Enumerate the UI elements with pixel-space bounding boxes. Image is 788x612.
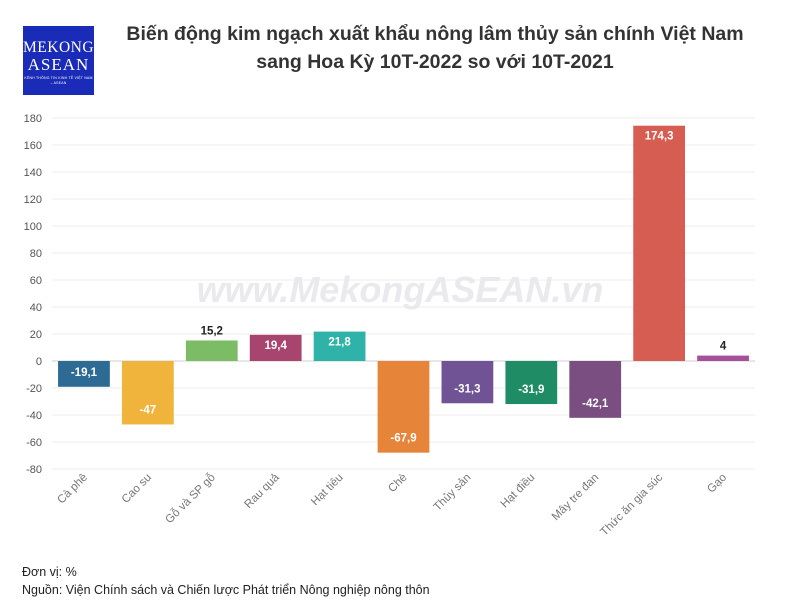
mekongasean-logo: MEKONG ASEAN KÊNH THÔNG TIN KINH TẾ VIỆT… — [23, 26, 94, 95]
logo-line2: ASEAN — [27, 55, 90, 74]
y-tick-label: 180 — [24, 113, 42, 125]
bar — [185, 340, 238, 361]
bar — [313, 331, 366, 361]
source-note: Nguồn: Viện Chính sách và Chiến lược Phá… — [22, 583, 430, 597]
watermark: www.MekongASEAN.vn — [197, 269, 604, 310]
bar — [505, 361, 558, 405]
y-tick-label: -40 — [26, 410, 42, 422]
y-tick-label: -60 — [26, 437, 42, 449]
bar — [377, 361, 430, 453]
data-label: -42,1 — [582, 398, 609, 410]
chart-title: Biến động kim ngạch xuất khẩu nông lâm t… — [105, 20, 765, 76]
bar — [249, 334, 302, 361]
bar — [633, 125, 686, 361]
bar — [441, 361, 494, 404]
bar — [697, 355, 749, 361]
y-tick-label: -80 — [26, 464, 42, 476]
logo-tagline: KÊNH THÔNG TIN KINH TẾ VIỆT NAM – ASEAN — [24, 76, 93, 85]
y-tick-label: 120 — [24, 194, 42, 206]
x-tick-label: Cao su — [120, 472, 154, 506]
data-label: -31,9 — [518, 384, 544, 396]
chart-title-line2: sang Hoa Kỳ 10T-2022 so với 10T-2021 — [256, 51, 614, 73]
x-tick-label: Thủy sản — [432, 472, 474, 514]
x-tick-label: Rau quả — [243, 471, 283, 511]
data-label: -19,1 — [71, 367, 98, 379]
y-tick-label: 60 — [30, 275, 42, 287]
x-tick-label: Gỗ và SP gỗ — [163, 471, 218, 526]
y-tick-label: 160 — [24, 140, 42, 152]
logo-line1: MEKONG — [23, 39, 95, 56]
bar — [121, 361, 174, 425]
data-label: -67,9 — [390, 433, 416, 445]
x-tick-label: Gạo — [705, 472, 729, 496]
y-tick-label: 100 — [24, 221, 42, 233]
y-tick-label: 140 — [24, 167, 42, 179]
chart-title-line1: Biến động kim ngạch xuất khẩu nông lâm t… — [126, 23, 744, 45]
x-tick-label: Mây tre đan — [550, 472, 601, 523]
data-label: 4 — [720, 341, 727, 353]
data-label: -31,3 — [454, 383, 480, 395]
y-tick-label: 20 — [30, 329, 42, 341]
bar — [58, 361, 110, 387]
y-tick-label: 40 — [30, 302, 42, 314]
y-tick-label: -20 — [26, 383, 42, 395]
x-tick-label: Hạt điều — [499, 472, 538, 511]
y-tick-label: 80 — [30, 248, 42, 260]
data-label: 15,2 — [201, 325, 223, 337]
data-label: 174,3 — [645, 131, 674, 143]
data-label: 21,8 — [328, 337, 351, 349]
bar — [569, 361, 622, 418]
x-tick-label: Hạt tiêu — [309, 472, 346, 509]
x-tick-label: Thức ăn gia súc — [598, 471, 665, 538]
x-tick-label: Chè — [386, 472, 409, 495]
data-label: 19,4 — [264, 340, 287, 352]
x-tick-label: Cà phê — [55, 472, 90, 507]
y-tick-label: 0 — [36, 356, 42, 368]
unit-note: Đơn vị: % — [22, 565, 77, 579]
data-label: -47 — [140, 404, 157, 416]
